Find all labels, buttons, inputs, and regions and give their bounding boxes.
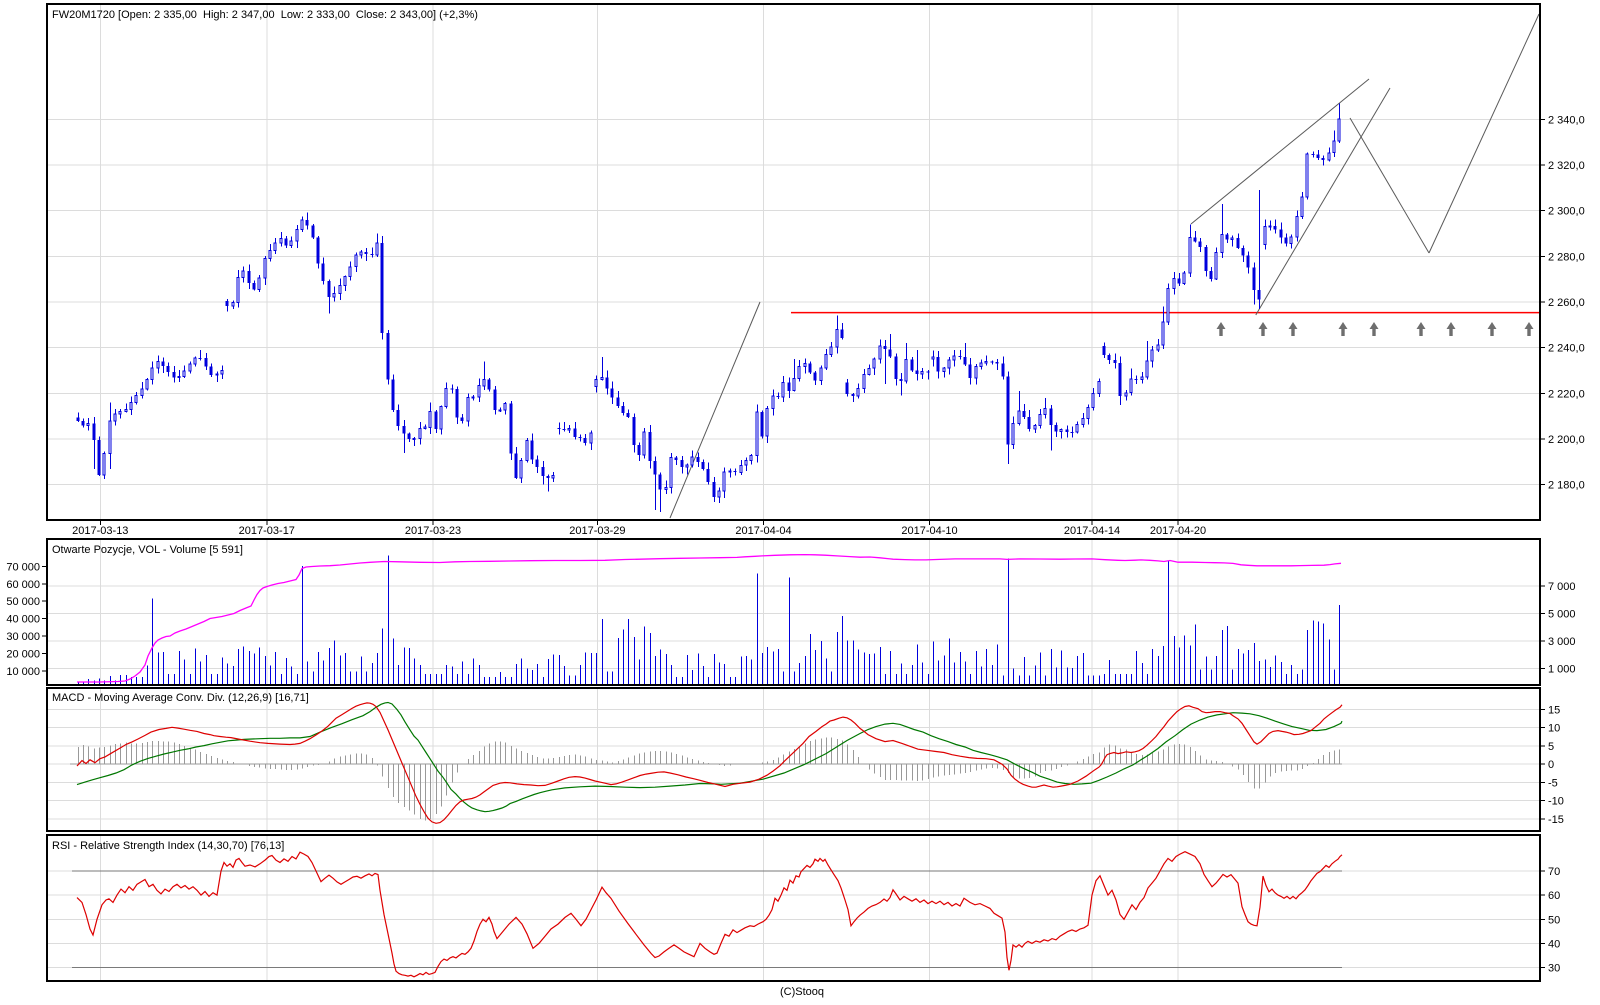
svg-text:2 320,0: 2 320,0 — [1548, 160, 1585, 172]
svg-text:2 340,0: 2 340,0 — [1548, 114, 1585, 126]
svg-text:20 000: 20 000 — [6, 649, 40, 661]
svg-text:2017-04-10: 2017-04-10 — [901, 525, 957, 537]
svg-text:40 000: 40 000 — [6, 614, 40, 626]
svg-text:2 240,0: 2 240,0 — [1548, 343, 1585, 355]
svg-text:-15: -15 — [1548, 814, 1564, 826]
svg-text:30 000: 30 000 — [6, 631, 40, 643]
svg-text:2017-04-04: 2017-04-04 — [735, 525, 791, 537]
svg-text:2017-04-14: 2017-04-14 — [1064, 525, 1120, 537]
svg-text:5: 5 — [1548, 741, 1554, 753]
svg-text:0: 0 — [1548, 759, 1554, 771]
svg-text:2 300,0: 2 300,0 — [1548, 206, 1585, 218]
svg-text:Otwarte Pozycje, VOL - Volume: Otwarte Pozycje, VOL - Volume [5 591] — [52, 544, 243, 556]
svg-text:-5: -5 — [1548, 778, 1558, 790]
svg-text:5 000: 5 000 — [1548, 608, 1576, 620]
svg-text:2017-03-17: 2017-03-17 — [239, 525, 295, 537]
svg-text:(C)Stooq: (C)Stooq — [780, 986, 824, 998]
svg-text:2017-03-13: 2017-03-13 — [72, 525, 128, 537]
svg-text:2017-03-23: 2017-03-23 — [405, 525, 461, 537]
svg-text:50 000: 50 000 — [6, 596, 40, 608]
svg-text:1 000: 1 000 — [1548, 663, 1576, 675]
svg-text:60: 60 — [1548, 890, 1560, 902]
svg-text:FW20M1720 [Open: 2 335,00 Hig: FW20M1720 [Open: 2 335,00 High: 2 347,00… — [52, 9, 478, 21]
svg-text:7 000: 7 000 — [1548, 581, 1576, 593]
svg-text:2 200,0: 2 200,0 — [1548, 434, 1585, 446]
svg-text:RSI - Relative Strength Index: RSI - Relative Strength Index (14,30,70)… — [52, 840, 284, 852]
svg-text:2 260,0: 2 260,0 — [1548, 297, 1585, 309]
svg-text:3 000: 3 000 — [1548, 636, 1576, 648]
svg-text:2017-04-20: 2017-04-20 — [1150, 525, 1206, 537]
svg-text:MACD - Moving Average Conv. Di: MACD - Moving Average Conv. Div. (12,26,… — [52, 692, 309, 704]
svg-text:70 000: 70 000 — [6, 561, 40, 573]
svg-text:2 280,0: 2 280,0 — [1548, 251, 1585, 263]
svg-text:2017-03-29: 2017-03-29 — [569, 525, 625, 537]
svg-text:60 000: 60 000 — [6, 579, 40, 591]
svg-text:2 180,0: 2 180,0 — [1548, 480, 1585, 492]
svg-text:-10: -10 — [1548, 796, 1564, 808]
svg-text:10 000: 10 000 — [6, 666, 40, 678]
svg-text:70: 70 — [1548, 866, 1560, 878]
svg-text:15: 15 — [1548, 705, 1560, 717]
svg-text:50: 50 — [1548, 914, 1560, 926]
svg-text:30: 30 — [1548, 963, 1560, 975]
svg-text:10: 10 — [1548, 723, 1560, 735]
svg-text:2 220,0: 2 220,0 — [1548, 388, 1585, 400]
svg-text:40: 40 — [1548, 938, 1560, 950]
